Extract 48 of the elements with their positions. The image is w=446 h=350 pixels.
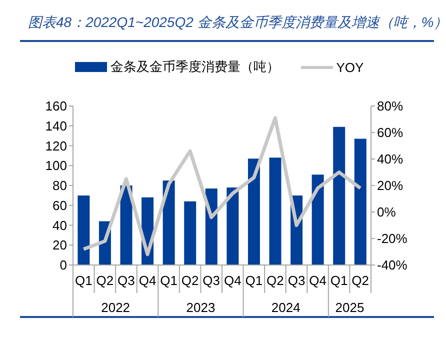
y2-tick-label: 0%: [377, 204, 396, 220]
y-tick-label: 40: [52, 218, 67, 233]
bar: [354, 138, 366, 265]
y2-tick-label: 80%: [377, 98, 404, 114]
x-tick-label: Q1: [245, 273, 263, 288]
text: 2024: [271, 300, 300, 315]
text: 2022: [101, 300, 130, 315]
x-tick-label: Q4: [224, 273, 242, 288]
x-tick-label: Q1: [74, 273, 92, 288]
bar: [78, 195, 90, 265]
bar: [184, 201, 196, 265]
y-tick-label: 160: [45, 98, 67, 114]
y-tick-label: 100: [45, 158, 67, 174]
x-tick-label: Q3: [288, 273, 306, 288]
x-tick-label: Q4: [309, 273, 326, 288]
bar: [269, 158, 282, 265]
x-tick-label: Q1: [160, 273, 178, 288]
y2-tick-label: 60%: [377, 125, 404, 140]
bar: [162, 180, 175, 265]
y-tick-label: 0: [60, 258, 67, 273]
x-tick-label: Q2: [181, 273, 199, 288]
y2-tick-label: -40%: [377, 258, 408, 273]
line-series: [82, 116, 362, 256]
text: 2025: [335, 300, 364, 315]
y2-tick-label: 20%: [377, 178, 404, 194]
x-tick-label: Q4: [138, 273, 156, 288]
y-tick-label: 60: [52, 198, 67, 213]
y-tick-label: 20: [52, 238, 67, 253]
y-tick-label: 80: [52, 178, 67, 194]
y2-tick-label: 40%: [377, 152, 404, 167]
x-tick-label: Q2: [266, 273, 284, 288]
y-tick-label: 120: [45, 138, 67, 154]
bar: [120, 186, 132, 265]
x-tick-label: Q1: [330, 273, 348, 288]
legend-label: 金条及金币季度消费量（吨）: [110, 58, 280, 76]
y-tick-label: 140: [45, 118, 67, 134]
bar: [248, 158, 260, 265]
x-tick-label: Q3: [202, 273, 220, 288]
x-tick-label: Q2: [352, 273, 370, 288]
bar: [312, 174, 324, 265]
text: 2023: [186, 300, 216, 315]
x-tick-label: Q2: [96, 273, 114, 288]
y2-tick-label: -20%: [377, 231, 408, 246]
chart-title: 图表48：2022Q1~2025Q2 金条及金币季度消费量及增速（吨，%）: [28, 14, 446, 32]
bar: [226, 187, 239, 265]
x-tick-label: Q3: [118, 273, 135, 288]
bar: [333, 126, 346, 265]
legend-label: YOY: [336, 60, 364, 74]
